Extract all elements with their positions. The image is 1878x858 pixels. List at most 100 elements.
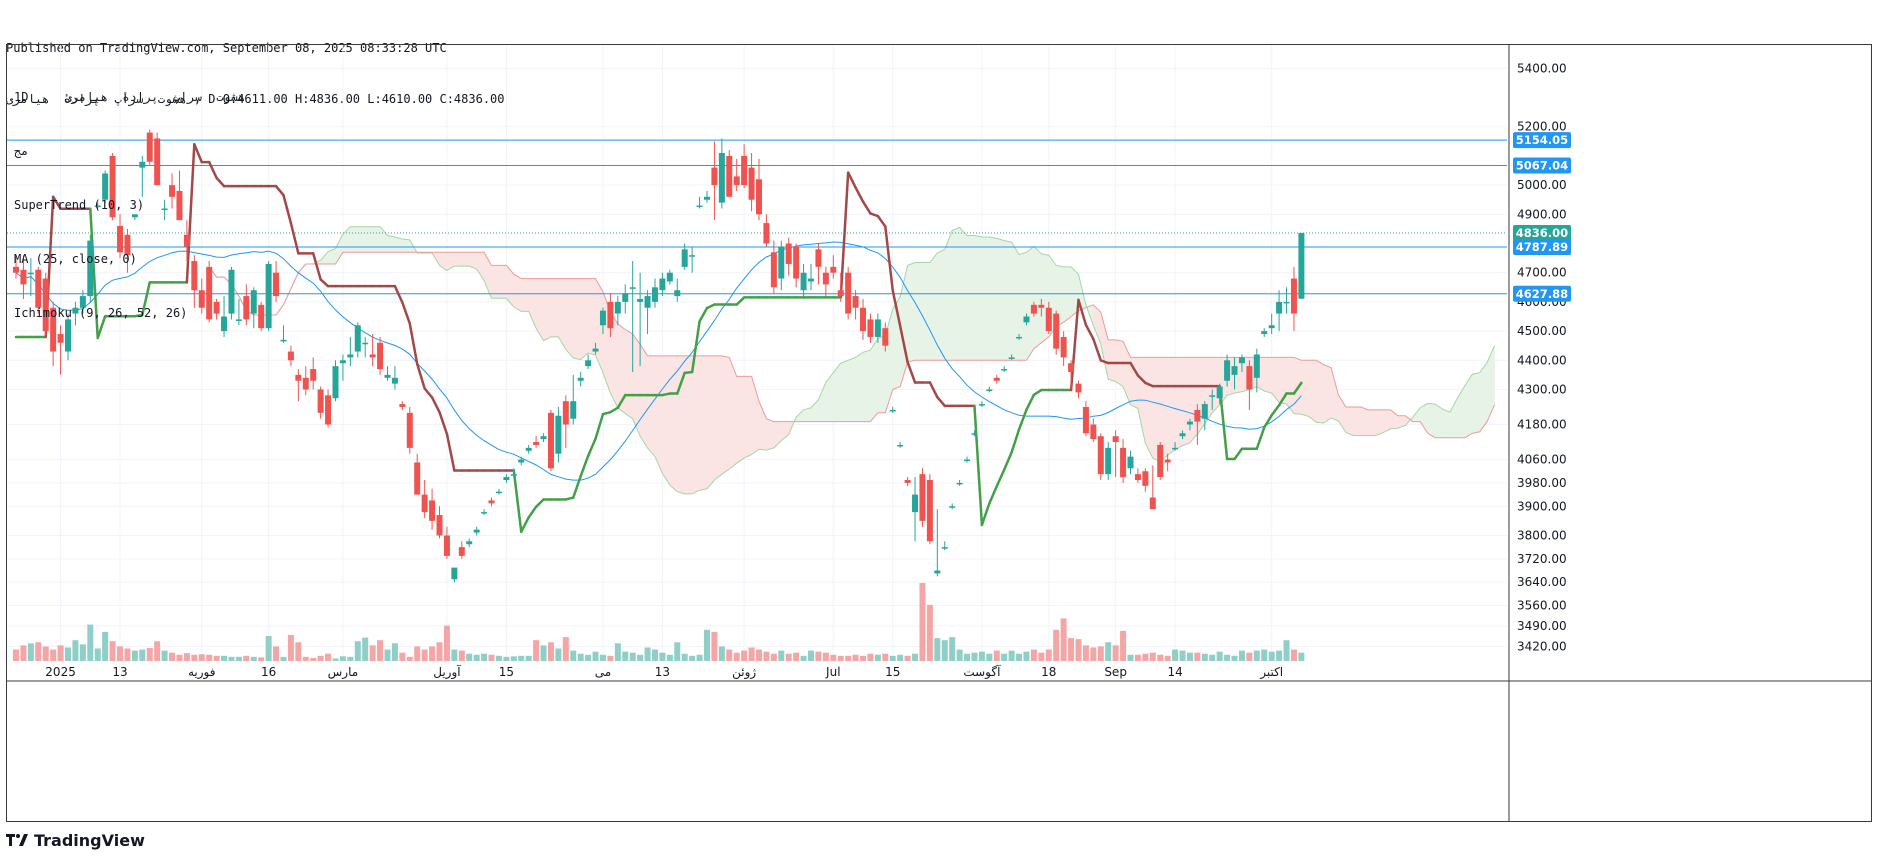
cloud-segment [1427,403,1436,439]
x-tick-label: Jul [825,665,840,679]
cloud-segment [662,355,671,487]
volume-bar [874,654,881,661]
y-tick-label: 5000.00 [1517,178,1567,192]
y-tick-label: 4300.00 [1517,382,1567,396]
price-tag-label: 5154.05 [1516,133,1568,147]
volume-bar [1157,654,1164,661]
cloud-segment [1063,266,1072,323]
volume-bar [889,655,896,661]
volume-bar [221,655,228,661]
supertrend-segment [185,143,196,284]
volume-bar [525,655,532,661]
price-tag: 4787.89 [1513,239,1571,256]
candle [79,290,86,314]
candle-body [198,290,205,308]
supertrend-segment [616,393,627,409]
candle [644,290,651,335]
volume-bar [27,643,34,661]
candle-body [1038,304,1045,308]
chart-frame[interactable]: 3420.00 3490.00 3560.00 3640.00 3720.00 3800.… [6,44,1872,822]
y-tick-label: 3800.00 [1517,528,1567,542]
candle-body [718,153,725,203]
legend-ichimoku[interactable]: Ichimoku (9, 26, 52, 26) [14,306,188,320]
candle [310,357,317,390]
volume-bar [436,642,443,661]
candle [280,325,287,343]
supertrend-segment [1292,381,1303,395]
price-tag: 5067.04 [1513,157,1571,174]
y-axis: 3420.00 3490.00 3560.00 3640.00 3720.00 3800.… [1508,45,1567,821]
candle-body [540,436,547,440]
volume-bar [1149,652,1156,661]
candle [770,240,777,294]
volume-bar [867,653,874,661]
candle [332,360,339,402]
candle-body [436,515,443,536]
legend-supertrend[interactable]: SuperTrend (10, 3) [14,198,145,212]
y-tick-label: 3490.00 [1517,619,1567,633]
candle-body [13,266,19,273]
volume-bar [852,654,859,661]
volume-bar [1216,651,1223,661]
candle-body [310,369,317,381]
candle [1179,430,1186,440]
volume-bar [733,652,740,661]
volume-bar [533,640,540,661]
volume-bar [406,656,413,661]
volume-bar [1060,618,1067,661]
candle [176,170,183,221]
price-chart[interactable]: 3420.00 3490.00 3560.00 3640.00 3720.00 3800.… [7,45,1871,821]
legend-ma[interactable]: MA (25, close, 0) [14,252,137,266]
volume-bar [1030,649,1037,661]
volume-bar [711,631,718,661]
candle-body [102,173,109,200]
tradingview-brand[interactable]: TradingView [6,828,145,852]
cloud-segment [721,355,730,475]
cloud-segment [513,273,522,312]
volume-bar [451,649,458,661]
volume-bar [822,652,829,661]
volume-bar [547,642,554,661]
ohlc-line: هشوت سراپ پرادهٔ هیامرى , D O:4611.00 H:… [6,92,505,106]
candle [711,141,718,221]
x-tick-label: اکتبر [1259,665,1283,680]
cloud-segment [937,248,946,361]
cloud-segment [387,235,396,253]
candle-body [644,296,651,308]
volume-bar [391,643,398,661]
candle [443,526,450,559]
volume-bar [1045,649,1052,661]
candle [1127,450,1134,475]
candle [956,479,963,486]
candle [429,488,436,530]
candle-body [258,304,265,329]
volume-bar [1238,650,1245,661]
candle-body [1030,304,1037,314]
candle [42,272,49,337]
volume-bar [993,650,1000,661]
volume-bar [1231,655,1238,661]
candle-body [904,479,911,483]
cloud-segment [520,278,529,312]
volume-bar [793,652,800,661]
candle-body [1172,447,1179,450]
volume-bar [637,654,644,661]
candle [228,266,235,320]
candle [221,296,228,337]
candle-body [139,161,146,168]
candle-body [1001,369,1008,371]
volume-bar [102,631,109,661]
volume-bar [258,657,265,661]
volume-bar [956,649,963,661]
cloud-segment [1442,408,1451,438]
supertrend-segment [423,387,434,399]
candle [904,477,911,486]
candle-body [72,307,79,314]
volume-bar [756,649,762,661]
volume-bar [117,646,124,661]
candle [377,336,384,375]
volume-bar [191,654,198,661]
candle [533,436,540,448]
candle [339,354,346,381]
candle-body [919,474,926,521]
